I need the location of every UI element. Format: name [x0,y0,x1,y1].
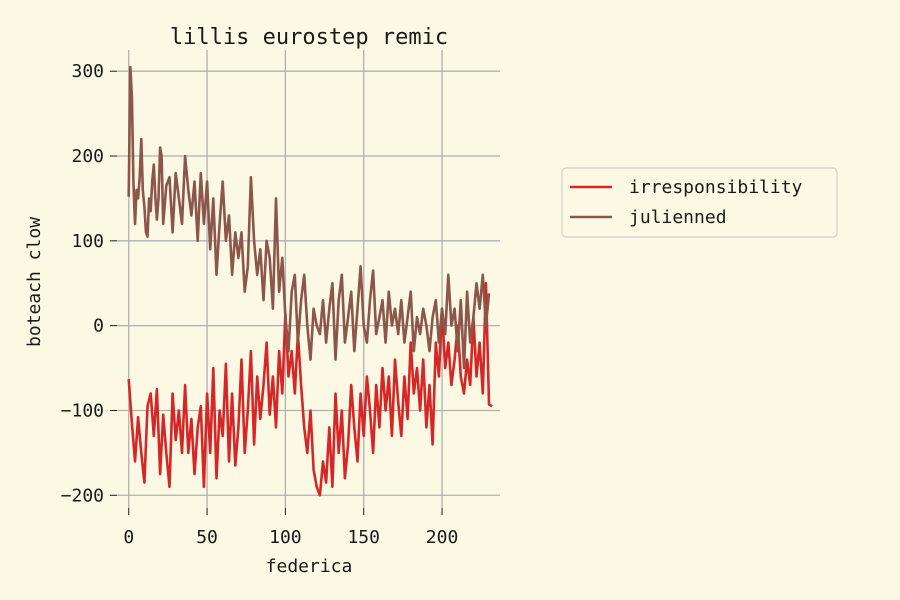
y-tick-label: 0 [93,316,104,337]
x-tick-label: 0 [123,527,134,548]
x-tick-label: 200 [426,527,459,548]
y-tick-label: 300 [71,61,104,82]
series-line-julienned [127,65,491,370]
y-tick-label: 200 [71,146,104,167]
legend-label-julienned: julienned [629,207,727,228]
grid [117,50,500,508]
y-axis-label: boteach clow [24,217,45,347]
series-line-irresponsibility [127,281,493,497]
x-tick-label: 150 [347,527,380,548]
legend-label-irresponsibility: irresponsibility [629,177,803,198]
series-layer [127,65,493,497]
y-tick-label: 100 [71,231,104,252]
y-tick-label: −200 [61,485,104,506]
y-tick-label: −100 [61,400,104,421]
x-tick-label: 50 [196,527,218,548]
x-tick-label: 100 [269,527,302,548]
chart-title: lillis eurostep remic [170,25,448,50]
x-axis-label: federica [266,556,353,577]
axes: 0 50 100 150 200 −200 −100 0 100 200 300 [61,61,459,548]
legend-box [561,167,838,238]
legend: irresponsibility julienned [561,167,838,238]
